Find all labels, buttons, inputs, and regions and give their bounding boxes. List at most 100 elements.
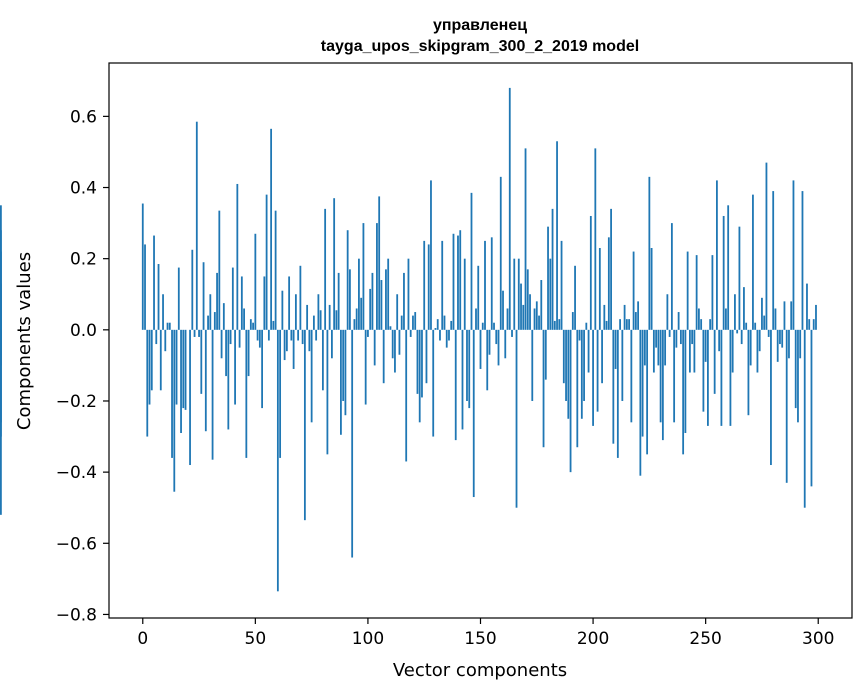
bar (303, 329, 306, 521)
bar (220, 329, 223, 359)
bar (211, 329, 214, 460)
bar (391, 329, 394, 359)
bar (477, 265, 480, 330)
bar (598, 248, 601, 330)
bar (270, 128, 273, 330)
bar (227, 329, 230, 430)
bar (294, 294, 297, 330)
bar (141, 203, 144, 330)
bar (664, 329, 667, 366)
bar (540, 280, 543, 330)
bar (490, 237, 493, 330)
bar (772, 191, 775, 330)
bar (720, 329, 723, 426)
bar (475, 308, 477, 330)
bar (367, 329, 369, 337)
bar (146, 329, 149, 437)
y-tick-label: −0.8 (56, 605, 97, 625)
bar (675, 329, 678, 348)
bar (666, 294, 669, 330)
bar (695, 255, 698, 330)
bar (324, 208, 327, 330)
bar (513, 258, 516, 330)
bar (0, 329, 2, 341)
bar (524, 148, 527, 330)
bar (434, 328, 437, 330)
bar (574, 265, 576, 330)
bar (358, 258, 360, 330)
bar (153, 235, 155, 330)
bar (328, 304, 331, 330)
bar (812, 319, 815, 330)
bar (423, 240, 426, 330)
bar (189, 329, 191, 466)
bar (0, 205, 2, 330)
bar (815, 304, 817, 330)
bar (319, 310, 322, 330)
bar (349, 269, 351, 330)
bar (679, 329, 682, 345)
bar (639, 329, 642, 476)
y-tick-label: −0.6 (56, 534, 97, 554)
bar (457, 235, 459, 330)
bar (148, 329, 151, 405)
bar (279, 329, 282, 458)
bar (619, 319, 621, 330)
bar (225, 329, 227, 377)
bar (198, 329, 200, 337)
bar (562, 329, 565, 384)
bar (745, 322, 748, 330)
bar (389, 326, 392, 330)
bar (346, 230, 349, 330)
bar (209, 294, 212, 330)
bar (673, 329, 676, 423)
bar (175, 329, 178, 405)
bar (677, 312, 680, 330)
bar (628, 319, 630, 330)
bar (612, 329, 615, 444)
bar (601, 329, 603, 384)
bar (373, 329, 376, 366)
bar (195, 121, 198, 330)
bar (693, 329, 696, 373)
bar (340, 329, 342, 435)
bar (159, 329, 162, 391)
bar (790, 301, 793, 330)
bar (560, 240, 563, 330)
bar (630, 329, 633, 423)
bar (337, 272, 340, 330)
bar (342, 329, 345, 401)
bar (213, 312, 216, 330)
bar (571, 312, 574, 330)
bar (236, 183, 239, 330)
bar (682, 329, 685, 455)
bar (511, 329, 513, 337)
bar (684, 329, 687, 433)
bar (538, 315, 540, 330)
bar (731, 329, 734, 373)
bar (670, 223, 673, 330)
bar (376, 223, 378, 330)
bar (698, 308, 700, 330)
bar (614, 329, 617, 369)
bar (783, 301, 786, 330)
bar (716, 180, 718, 330)
bar (0, 329, 2, 355)
y-axis-label: Components values (14, 252, 35, 430)
bar (547, 226, 549, 330)
bar (569, 329, 572, 473)
bar (272, 320, 275, 330)
bar (297, 329, 300, 341)
bar (182, 329, 185, 409)
bar (634, 312, 637, 330)
bar (425, 329, 428, 384)
bar (734, 294, 736, 330)
bar (736, 329, 739, 334)
bar (623, 304, 626, 330)
x-tick-label: 0 (137, 629, 148, 649)
bar (522, 304, 525, 330)
bar (758, 329, 761, 352)
bar (722, 215, 725, 330)
bar (610, 208, 612, 330)
bar (171, 329, 173, 458)
